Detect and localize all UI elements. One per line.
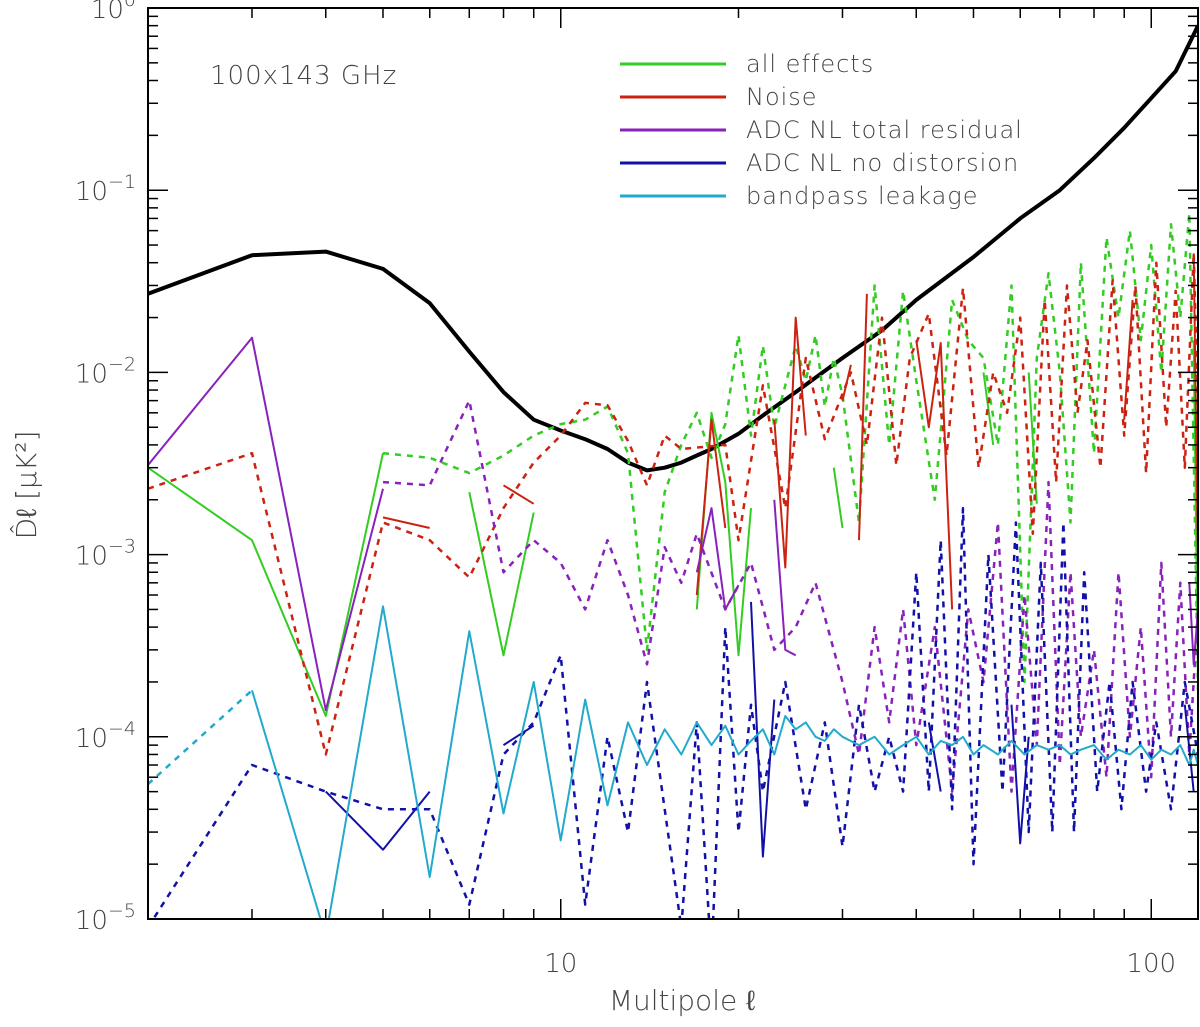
series-line-adc-nl-total-residual-dotted xyxy=(382,399,1198,793)
legend-label-noise: Noise xyxy=(746,83,818,111)
legend-label-adc-total-residual: ADC NL total residual xyxy=(746,116,1023,144)
series-line-adc-nl-total-residual-solid xyxy=(148,336,1198,712)
frequency-annotation: 100x143 GHz xyxy=(210,61,397,91)
y-tick-label: 10−1 xyxy=(75,171,136,207)
y-tick-labels: 10−5 10−4 10−3 10−2 10−1 100 xyxy=(75,0,136,936)
y-tick-label: 10−2 xyxy=(75,353,136,389)
legend-label-all-effects: all effects xyxy=(746,50,874,78)
series-line-all-effects-dotted xyxy=(382,211,1198,691)
y-tick-label: 10−3 xyxy=(75,536,136,572)
y-tick-label: 100 xyxy=(91,0,136,25)
series-line-noise-solid xyxy=(382,253,1198,610)
legend-label-bandpass-leakage: bandpass leakage xyxy=(746,182,978,210)
series-line-bandpass-leakage-solid xyxy=(251,605,1198,919)
legend: all effects Noise ADC NL total residual … xyxy=(620,50,1023,210)
series-layer xyxy=(148,24,1198,919)
x-axis-title: Multipole ℓ xyxy=(609,984,755,1017)
tick-layer xyxy=(147,7,1198,920)
x-tick-label: 10 xyxy=(544,949,577,979)
series-line-adc-nl-no-distorsion-solid xyxy=(325,601,1195,858)
plot-frame xyxy=(147,7,1199,920)
legend-label-adc-no-distorsion: ADC NL no distorsion xyxy=(746,149,1019,177)
series-line-all-effects-solid xyxy=(148,340,1198,717)
series-line-adc-nl-no-distorsion-dotted xyxy=(151,506,1198,919)
series-line-noise-dotted xyxy=(148,252,1198,756)
x-tick-label: 100 xyxy=(1126,949,1176,979)
x-tick-labels: 10 100 xyxy=(544,949,1176,979)
series-line-theory xyxy=(148,24,1198,473)
y-tick-label: 10−4 xyxy=(75,718,136,754)
y-tick-label: 10−5 xyxy=(75,900,136,936)
y-axis-title: D̂ℓ [μK²] xyxy=(10,431,43,540)
